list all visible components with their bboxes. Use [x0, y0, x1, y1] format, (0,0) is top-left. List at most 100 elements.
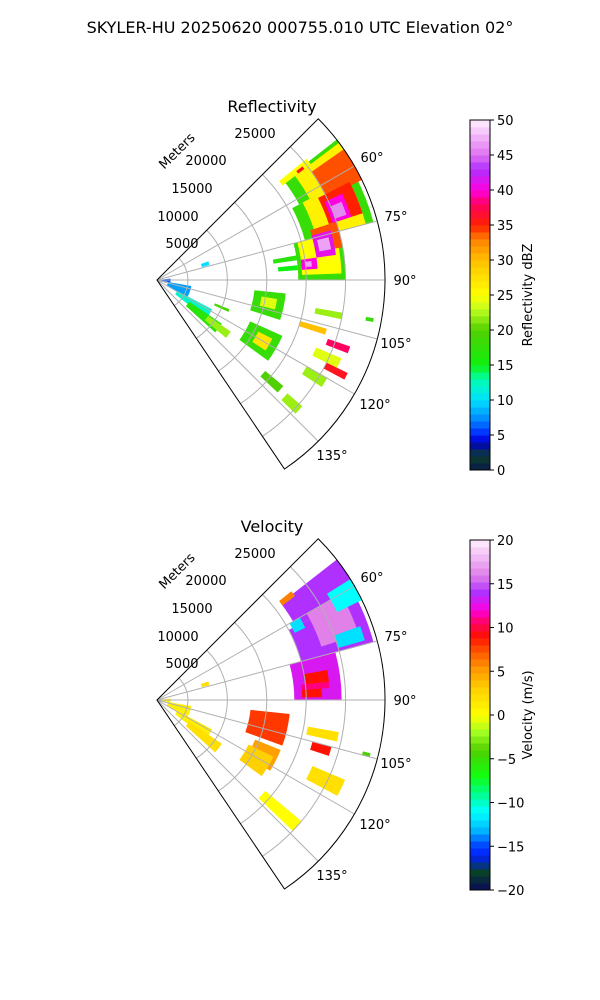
echo-gate: [362, 751, 371, 757]
colorbar-swatch: [470, 589, 490, 597]
echo-gate: [281, 393, 303, 414]
colorbar-swatch: [470, 183, 490, 191]
colorbar-swatch: [470, 239, 490, 247]
colorbar-swatch: [470, 540, 490, 548]
colorbar-swatch: [470, 302, 490, 310]
colorbar-tick-label: 15: [497, 578, 514, 593]
colorbar-swatch: [470, 855, 490, 863]
echo-gate: [245, 709, 290, 746]
colorbar-tick-label: 10: [497, 622, 514, 637]
colorbar-swatch: [470, 610, 490, 618]
colorbar-swatch: [470, 645, 490, 653]
colorbar-label: Velocity (m/s): [521, 670, 536, 759]
echo-gate: [306, 765, 346, 796]
colorbar-swatch: [470, 799, 490, 807]
colorbar-swatch: [470, 155, 490, 163]
echo-gate: [298, 321, 327, 335]
colorbar-swatch: [470, 120, 490, 128]
colorbar-swatch: [470, 148, 490, 156]
colorbar-swatch: [470, 337, 490, 345]
colorbar-tick-label: −15: [497, 840, 524, 855]
colorbar-swatch: [470, 680, 490, 688]
colorbar-swatch: [470, 414, 490, 422]
range-ring: [240, 174, 307, 405]
azimuth-tick-label: 135°: [316, 449, 347, 464]
reflectivity-panel: 60° 75° 90° 105° 120° 135° 5000 10000 15000 20000…: [156, 97, 536, 479]
colorbar-swatch: [470, 358, 490, 366]
azimuth-tick-label: 120°: [359, 398, 390, 413]
colorbar-swatch: [470, 848, 490, 856]
echo-gate: [303, 669, 329, 685]
colorbar-swatch: [470, 708, 490, 716]
colorbar-swatch: [470, 127, 490, 135]
colorbar-swatch: [470, 743, 490, 751]
colorbar-swatch: [470, 351, 490, 359]
colorbar-swatch: [470, 673, 490, 681]
colorbar-swatch: [470, 659, 490, 667]
colorbar-swatch: [470, 169, 490, 177]
azimuth-gridline: [156, 640, 378, 701]
colorbar-tick-label: 5: [497, 429, 505, 444]
range-tick-label: 5000: [165, 657, 198, 672]
colorbar-tick-label: 15: [497, 359, 514, 374]
colorbar-swatch: [470, 463, 490, 471]
colorbar-swatch: [470, 750, 490, 758]
echo-gate: [326, 579, 362, 613]
range-tick-label: 20000: [185, 154, 226, 169]
colorbar-tick-label: 20: [497, 534, 514, 549]
colorbar-swatch: [470, 400, 490, 408]
azimuth-gridline: [156, 699, 319, 862]
colorbar-swatch: [470, 792, 490, 800]
colorbar-swatch: [470, 253, 490, 261]
colorbar: −20 −15 −10 −5 0 5 10 15 20 Velocity (m/s): [469, 534, 536, 899]
colorbar-swatch: [470, 631, 490, 639]
colorbar-swatch: [470, 197, 490, 205]
colorbar-label: Reflectivity dBZ: [521, 244, 536, 347]
colorbar: 0 5 10 15 20 25 30 35 40 45 50 Reflectivity dBZ: [469, 114, 536, 479]
range-tick-label: 15000: [171, 602, 212, 617]
azimuth-tick-label: 75°: [384, 210, 407, 225]
colorbar-swatch: [470, 330, 490, 338]
azimuth-tick-label: 105°: [380, 757, 411, 772]
echo-gate: [334, 626, 365, 649]
colorbar-swatch: [470, 596, 490, 604]
colorbar-swatch: [470, 190, 490, 198]
sector-frame: [156, 538, 386, 890]
colorbar-swatch: [470, 666, 490, 674]
colorbar-swatch: [470, 778, 490, 786]
colorbar-swatch: [470, 428, 490, 436]
echo-gate: [301, 681, 330, 690]
colorbar-swatch: [470, 834, 490, 842]
colorbar-swatch: [470, 638, 490, 646]
echo-gate: [277, 265, 298, 272]
colorbar-swatch: [470, 764, 490, 772]
azimuth-gridline: [156, 699, 378, 760]
azimuth-gridline: [156, 279, 378, 340]
range-ring: [196, 229, 228, 339]
range-ring: [262, 566, 347, 857]
colorbar-swatch: [470, 771, 490, 779]
echo-gate: [305, 261, 312, 267]
colorbar-swatch: [470, 554, 490, 562]
colorbar-swatch: [470, 736, 490, 744]
azimuth-gridline: [156, 165, 355, 281]
colorbar-swatch: [470, 806, 490, 814]
azimuth-gridline: [156, 279, 355, 395]
colorbar-swatch: [470, 393, 490, 401]
colorbar-swatch: [470, 820, 490, 828]
echo-gate: [323, 362, 348, 380]
figure-title: SKYLER-HU 20250620 000755.010 UTC Elevat…: [87, 18, 514, 37]
echo-gate: [185, 721, 222, 753]
colorbar-swatch: [470, 701, 490, 709]
colorbar-swatch: [470, 841, 490, 849]
echo-gate: [260, 370, 284, 393]
colorbar-swatch: [470, 694, 490, 702]
colorbar-swatch: [470, 729, 490, 737]
azimuth-tick-label: 120°: [359, 818, 390, 833]
echo-gate: [279, 158, 311, 186]
echo-layer: [157, 559, 374, 832]
colorbar-swatch: [470, 547, 490, 555]
colorbar-swatch: [470, 449, 490, 457]
echo-gate: [365, 316, 374, 323]
colorbar-swatch: [470, 785, 490, 793]
